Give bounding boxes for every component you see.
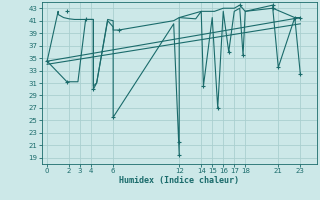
X-axis label: Humidex (Indice chaleur): Humidex (Indice chaleur) <box>119 176 239 185</box>
